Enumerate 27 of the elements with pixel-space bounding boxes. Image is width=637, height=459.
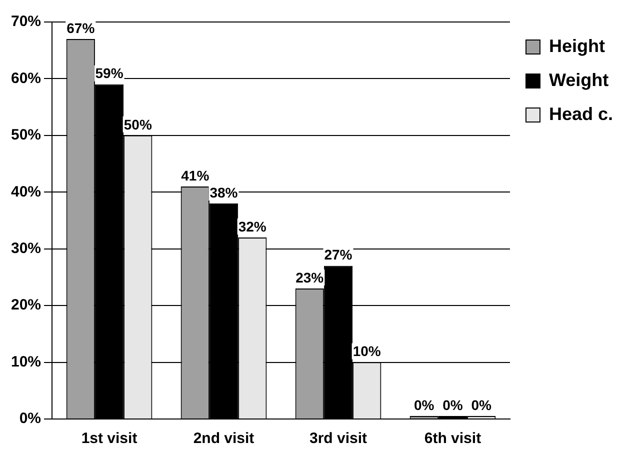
data-label: 23% (296, 269, 324, 286)
y-tick-label: 30% (10, 240, 42, 257)
data-label: 41% (181, 167, 210, 184)
legend-label: Weight (548, 70, 609, 90)
y-tick-label: 0% (19, 410, 42, 428)
y-tick-label: 40% (10, 183, 42, 200)
data-label: 0% (414, 396, 435, 413)
data-label: 27% (324, 246, 353, 263)
legend-label: Head c. (548, 104, 614, 124)
legend-label: Height (548, 36, 605, 56)
data-label: 67% (66, 20, 96, 36)
data-label: 32% (238, 218, 267, 234)
y-tick-label: 70% (10, 13, 42, 30)
data-label: 38% (210, 184, 238, 200)
data-label: 10% (352, 343, 382, 360)
data-label: 0% (471, 396, 492, 413)
x-tick-label: 3rd visit (309, 430, 368, 448)
data-label: 0% (442, 396, 464, 413)
x-tick-label: 2nd visit (193, 430, 254, 448)
y-tick-label: 50% (10, 126, 42, 144)
y-tick-label: 10% (10, 353, 42, 370)
x-tick-label: 6th visit (424, 430, 482, 448)
data-label: 50% (124, 116, 152, 132)
x-tick-label: 1st visit (81, 430, 138, 448)
y-tick-label: 60% (10, 70, 42, 87)
y-tick-label: 20% (10, 296, 42, 314)
data-label: 59% (95, 65, 124, 82)
